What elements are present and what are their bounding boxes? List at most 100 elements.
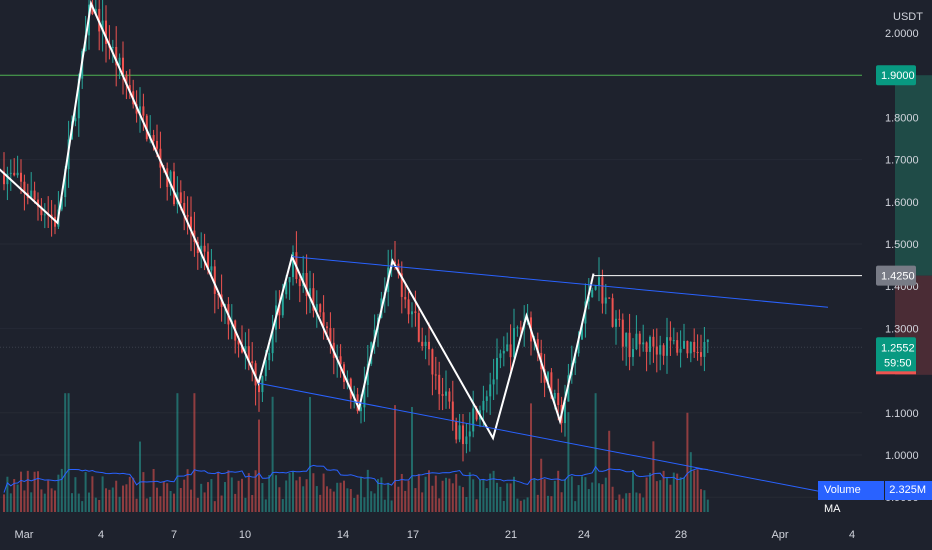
price-axis[interactable]: USDT 2.00001.80001.70001.60001.50001.400… xyxy=(885,11,923,504)
volume-bar xyxy=(451,483,454,512)
volume-bar xyxy=(431,485,434,512)
volume-bar xyxy=(645,477,648,512)
candle-body xyxy=(142,106,145,116)
volume-bar xyxy=(445,477,447,512)
volume-bar xyxy=(322,473,325,512)
candle-body xyxy=(339,356,342,365)
volume-bar xyxy=(349,489,352,512)
candle-body xyxy=(210,266,213,271)
volume-bar xyxy=(536,494,539,512)
volume-bar xyxy=(523,499,526,512)
volume-bar xyxy=(183,479,186,512)
volume-bar xyxy=(128,476,131,512)
volume-bar xyxy=(149,496,152,512)
volume-bar xyxy=(458,485,461,512)
candle-body xyxy=(268,353,271,361)
volume-bar xyxy=(33,471,36,512)
volume-bar xyxy=(227,470,230,512)
volume-bar xyxy=(638,493,641,512)
volume-bar xyxy=(111,487,114,512)
time-axis[interactable]: Mar 4 7 10 14 17 21 24 28 Apr 4 xyxy=(15,529,856,541)
volume-bar xyxy=(336,482,339,512)
candle-body xyxy=(693,341,696,352)
volume-bar xyxy=(686,412,689,512)
volume-bar xyxy=(26,470,29,512)
candle-body xyxy=(441,394,444,396)
candle-body xyxy=(601,277,604,304)
volume-bar xyxy=(373,493,376,512)
volume-bar xyxy=(54,490,56,512)
volume-bar xyxy=(679,477,682,512)
candle-body xyxy=(312,288,315,311)
candle-body xyxy=(700,352,702,357)
candle-body xyxy=(37,199,39,207)
candle-body xyxy=(604,297,607,304)
candle-body xyxy=(666,337,668,356)
candle-body xyxy=(183,202,186,215)
candles xyxy=(3,0,709,462)
time-tick-label: 7 xyxy=(171,529,177,541)
candle-body xyxy=(247,346,250,362)
candle-body xyxy=(462,425,464,445)
volume-bar xyxy=(281,499,284,512)
candle-body xyxy=(190,216,192,231)
volume-bar xyxy=(217,472,220,512)
volume-bar xyxy=(387,482,390,512)
time-tick-label: 24 xyxy=(578,529,590,541)
volume-bar xyxy=(649,472,651,512)
candle-body xyxy=(309,288,311,297)
volume-bar xyxy=(135,498,138,512)
volume-bar xyxy=(339,482,342,512)
candle-body xyxy=(547,372,549,383)
volume-bar xyxy=(472,479,475,512)
volume-bar xyxy=(9,493,12,512)
last-price-countdown: 59:50 xyxy=(884,357,912,369)
volume-bar xyxy=(693,470,696,512)
candle-body xyxy=(217,293,220,295)
volume-bar xyxy=(196,497,199,512)
volume-bar xyxy=(139,441,141,512)
channel-lower-line xyxy=(258,382,829,494)
volume-ma-legend[interactable]: Volume MA 2.325M xyxy=(818,481,932,515)
volume-bar xyxy=(81,501,84,512)
volume-bar xyxy=(264,499,267,512)
volume-bar xyxy=(530,403,532,512)
volume-bar xyxy=(465,496,468,512)
candle-body xyxy=(394,261,396,264)
position-zones xyxy=(0,74,932,498)
volume-bar xyxy=(278,487,281,512)
volume-bar xyxy=(421,492,424,512)
candle-body xyxy=(686,340,689,354)
volume-bar xyxy=(145,498,148,512)
candle-body xyxy=(689,341,692,354)
volume-bar xyxy=(621,498,624,512)
volume-bar xyxy=(428,470,430,512)
volume-bar xyxy=(587,489,590,512)
volume-bar xyxy=(683,477,685,512)
volume-bar xyxy=(642,497,645,512)
volume-bar xyxy=(557,470,560,512)
candle-body xyxy=(475,408,478,420)
candle-body xyxy=(499,353,502,358)
volume-bar xyxy=(608,430,611,512)
volume-bar xyxy=(315,486,318,512)
volume-bar xyxy=(601,484,604,512)
candle-body xyxy=(322,312,325,327)
volume-bar xyxy=(84,472,87,512)
volume-bar xyxy=(353,497,356,512)
volume-bar xyxy=(570,476,573,512)
candle-body xyxy=(20,172,22,182)
volume-bar xyxy=(468,472,471,512)
volume-bar xyxy=(591,482,594,512)
candle-body xyxy=(186,214,189,217)
last-price-tag-bg xyxy=(876,337,916,374)
volume-bar xyxy=(305,479,308,512)
volume-bar xyxy=(268,475,271,512)
candle-body xyxy=(271,329,274,354)
volume-bar xyxy=(292,471,294,512)
candle-body xyxy=(122,57,124,75)
volume-bar xyxy=(499,486,502,512)
candle-body xyxy=(492,379,495,385)
